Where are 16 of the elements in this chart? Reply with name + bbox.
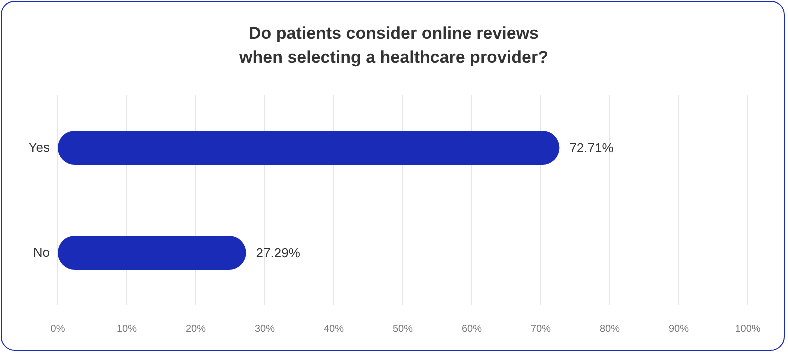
y-tick-label: No — [33, 245, 50, 260]
x-tick-label: 40% — [324, 324, 344, 336]
x-tick-label: 20% — [186, 324, 206, 336]
x-tick-label: 50% — [392, 324, 414, 336]
x-tick-label: 90% — [668, 324, 690, 336]
x-tick-label: 30% — [254, 324, 276, 336]
y-tick-label: Yes — [28, 140, 50, 156]
chart-title: Do patients consider online reviews when selecting a healthcare provider? — [238, 23, 550, 69]
x-tick-label: 100% — [735, 324, 761, 336]
x-tick-label: 70% — [530, 324, 552, 336]
x-tick-label: 60% — [462, 324, 482, 336]
x-tick-label: 10% — [116, 324, 138, 336]
x-tick-label: 0% — [50, 324, 66, 336]
data-label: 72.71% — [570, 140, 614, 156]
x-tick-label: 80% — [600, 324, 620, 336]
data-label: 27.29% — [256, 246, 301, 261]
